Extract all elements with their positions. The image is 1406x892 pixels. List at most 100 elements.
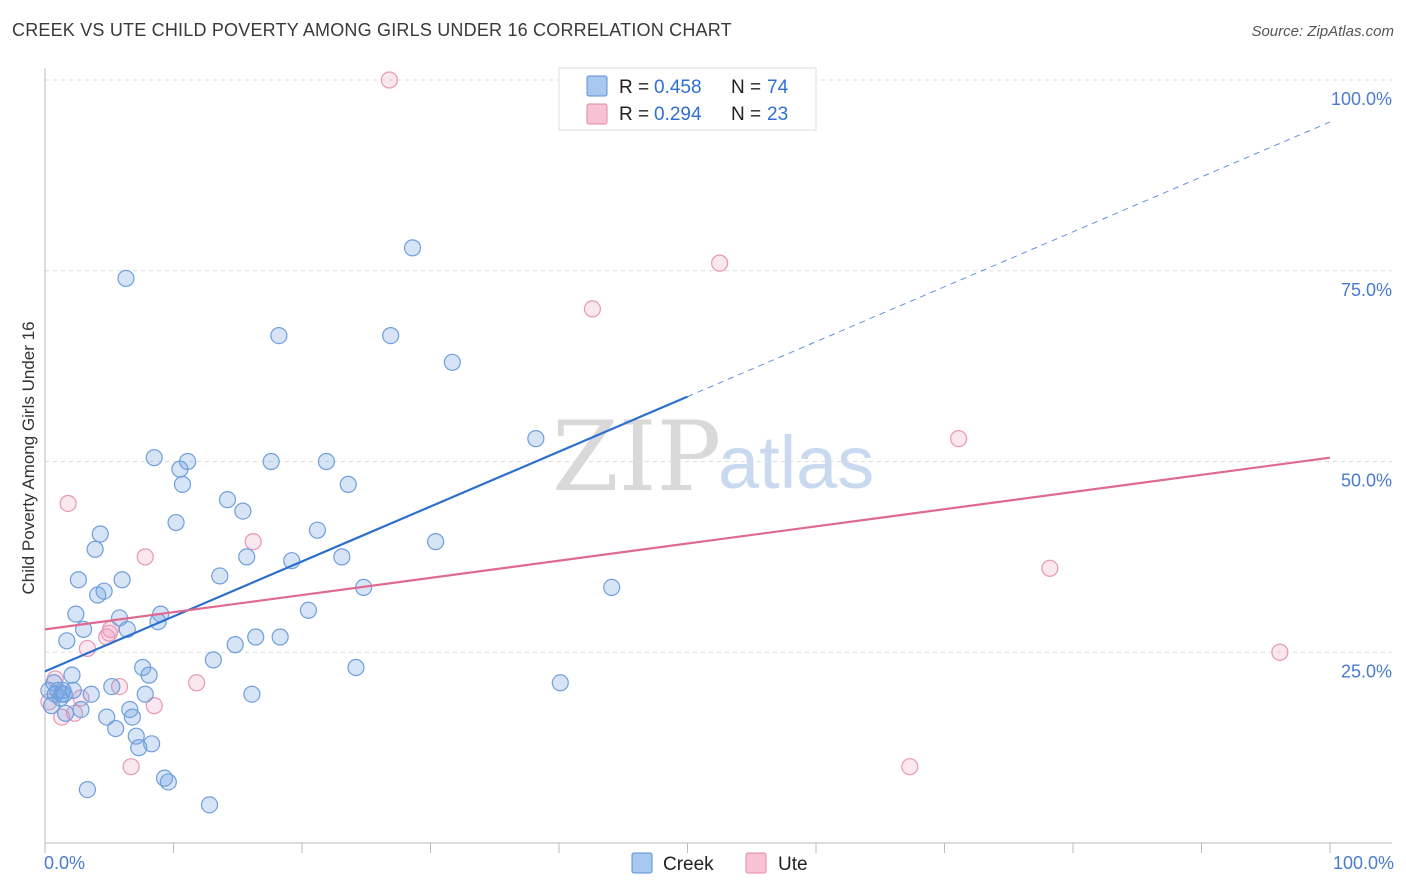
ute-point — [59, 494, 77, 513]
legend-creek-r-label: R = — [619, 77, 649, 98]
creek-point — [107, 719, 125, 738]
creek-point — [103, 677, 121, 696]
ute-point — [380, 71, 398, 89]
creek-point — [69, 571, 88, 589]
ute-point — [188, 674, 206, 692]
ute-point — [244, 533, 262, 551]
ute-point — [901, 758, 919, 776]
creek-point — [136, 685, 154, 703]
x-tick-label-100: 100.0% — [1333, 853, 1394, 873]
chart-title: CREEK VS UTE CHILD POVERTY AMONG GIRLS U… — [12, 20, 732, 40]
creek-point — [317, 452, 336, 471]
creek-point — [204, 651, 222, 669]
creek-point — [159, 773, 177, 791]
creek-point — [72, 700, 90, 719]
legend-ute-r-label: R = — [619, 104, 649, 125]
creek-point — [403, 239, 422, 257]
creek-point — [91, 525, 109, 543]
creek-point — [67, 605, 85, 623]
creek-point — [234, 502, 252, 520]
ute-point — [1041, 559, 1059, 577]
ute-point — [583, 300, 602, 318]
creek-point — [247, 628, 265, 646]
creek-trend-line — [44, 395, 688, 673]
legend-bottom-ute-swatch — [745, 852, 767, 874]
creek-point — [339, 475, 357, 493]
creek-point — [63, 666, 81, 684]
creek-point — [123, 708, 141, 726]
creek-point — [140, 666, 158, 684]
y-tick-label-75: 75.0% — [1341, 280, 1392, 300]
ute-point — [122, 758, 140, 776]
y-tick-label-100: 100.0% — [1331, 89, 1392, 109]
creek-point — [173, 475, 192, 493]
legend-top: R = 0.458 N = 74 R = 0.294 N = 23 — [558, 67, 817, 131]
creek-point — [130, 739, 148, 757]
grid-layer — [45, 79, 1392, 653]
creek-point — [603, 578, 621, 596]
ute-point — [1271, 643, 1289, 661]
legend-bottom-ute-label: Ute — [778, 854, 808, 875]
trend-layer — [44, 121, 1331, 673]
creek-point — [64, 681, 82, 700]
ute-point — [145, 697, 163, 715]
creek-point — [95, 582, 113, 600]
creek-point — [527, 430, 545, 448]
legend-creek-r-value: 0.458 — [654, 77, 702, 98]
y-tick-label-25: 25.0% — [1341, 661, 1392, 681]
creek-point — [78, 780, 97, 799]
legend-ute-n-label: N = — [731, 104, 761, 125]
creek-point — [443, 353, 461, 371]
ute-point — [711, 254, 729, 272]
creek-point — [308, 521, 327, 539]
creek-point — [145, 449, 163, 467]
creek-point — [551, 674, 569, 692]
creek-point — [113, 571, 131, 589]
creek-point — [58, 632, 76, 650]
creek-point — [211, 567, 229, 585]
creek-point — [226, 636, 244, 654]
y-tick-labels: 25.0% 50.0% 75.0% 100.0% — [1331, 89, 1392, 681]
ute-trend-line — [44, 456, 1331, 631]
creek-point — [86, 540, 104, 558]
watermark-atlas: atlas — [718, 421, 874, 504]
legend-ute-swatch — [586, 103, 608, 125]
ute-point — [100, 624, 118, 642]
legend-creek-swatch — [586, 75, 608, 97]
creek-point — [56, 704, 75, 722]
source-credit: Source: ZipAtlas.com — [1251, 23, 1394, 40]
creek-point — [55, 685, 73, 703]
creek-point — [347, 658, 365, 677]
legend-creek-n-value: 74 — [767, 77, 789, 98]
y-tick-label-50: 50.0% — [1341, 471, 1392, 491]
watermark-zip: ZIP — [552, 401, 721, 513]
creek-point — [271, 628, 289, 646]
legend-bottom: Creek Ute — [631, 852, 808, 875]
creek-point — [427, 533, 445, 551]
y-axis-label: Child Poverty Among Girls Under 16 — [19, 321, 38, 594]
creek-point — [200, 796, 219, 814]
ute-point — [136, 548, 154, 566]
creek-point — [238, 548, 256, 566]
creek-point — [262, 452, 280, 471]
creek-point — [98, 708, 116, 726]
creek-point — [179, 452, 197, 471]
ute-point — [950, 430, 968, 448]
axis-layer — [44, 68, 1392, 853]
creek-point — [243, 685, 261, 703]
legend-bottom-creek-swatch — [631, 852, 653, 874]
legend-bottom-creek-label: Creek — [663, 854, 714, 875]
creek-point — [270, 327, 288, 345]
creek-point — [82, 685, 100, 703]
legend-creek-n-label: N = — [731, 77, 761, 98]
x-tick-label-0: 0.0% — [44, 853, 85, 873]
legend-ute-n-value: 23 — [767, 104, 788, 125]
creek-point — [117, 269, 135, 287]
creek-point — [299, 601, 318, 619]
creek-point — [218, 491, 237, 509]
creek-trend-extension — [687, 121, 1331, 398]
legend-ute-r-value: 0.294 — [654, 104, 702, 125]
creek-points — [40, 239, 621, 814]
creek-point — [382, 327, 400, 345]
